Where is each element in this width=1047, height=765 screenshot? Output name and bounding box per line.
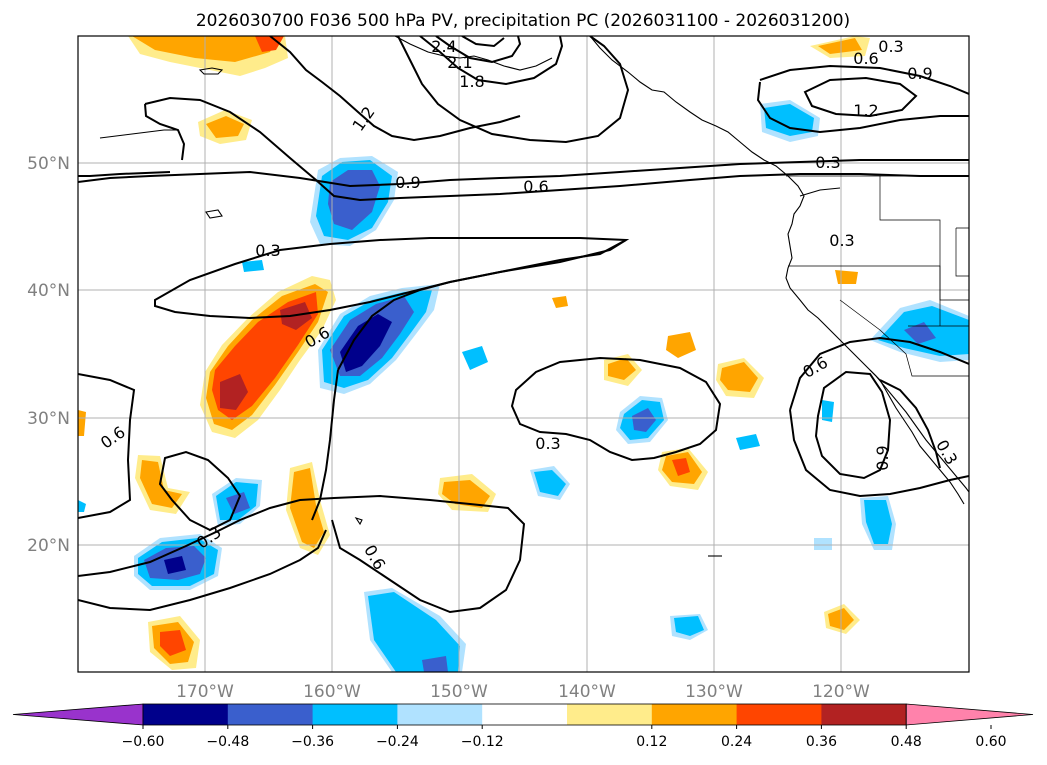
contour-label: 0.9 [907, 64, 932, 83]
figure-title: 2026030700 F036 500 hPa PV, precipitatio… [196, 11, 850, 31]
colorbar-segment [312, 704, 398, 725]
coastlines [99, 36, 969, 557]
lon-label: 130°W [685, 682, 743, 702]
colorbar-segment [397, 704, 483, 725]
contour-label: 0.9 [873, 445, 892, 470]
map-panel: 2.4 2.1 1.8 1.2 0.3 0.6 0.9 1.2 0.9 0.6 … [77, 35, 970, 673]
graticule [78, 36, 969, 672]
lat-label: 20°N [27, 536, 70, 556]
colorbar-extend-min [12, 703, 144, 726]
contour-label: 2.4 [431, 37, 456, 56]
lon-label: 140°W [558, 682, 616, 702]
contour-label: 0.3 [815, 153, 840, 172]
colorbar-segment [736, 704, 822, 725]
contour-label: 0.6 [523, 177, 548, 196]
latitude-labels: 50°N 40°N 30°N 20°N [27, 154, 70, 556]
colorbar-segment [482, 704, 568, 725]
colorbar-segment [567, 704, 653, 725]
contour-label: 2.1 [447, 53, 472, 72]
colorbar-segment [651, 704, 738, 725]
colorbar-tick-label: −0.12 [461, 734, 504, 750]
contour-label: 1.2 [853, 101, 878, 120]
colorbar: −0.60 −0.48 −0.36 −0.24 −0.12 0.12 0.24 0.36 0.4… [12, 703, 1034, 750]
contour-label: 0.3 [878, 37, 903, 56]
lon-label: 170°W [176, 682, 234, 702]
contour-label: 1.8 [459, 72, 484, 91]
lon-label: 120°W [812, 682, 870, 702]
colorbar-tick-label: −0.24 [376, 734, 419, 750]
pv-contour-labels: 2.4 2.1 1.8 1.2 0.3 0.6 0.9 1.2 0.9 0.6 … [97, 37, 961, 573]
colorbar-segment [143, 704, 229, 725]
colorbar-tick-label: 0.48 [891, 734, 922, 750]
colorbar-extend-max [905, 703, 1034, 726]
positive-precip-regions [78, 36, 870, 670]
contour-label: 0.6 [853, 49, 878, 68]
colorbar-frame [142, 703, 907, 726]
lat-label: 30°N [27, 409, 70, 429]
contour-label: 0.3 [535, 434, 560, 453]
colorbar-segment [227, 704, 314, 725]
colorbar-tick-label: −0.60 [122, 734, 165, 750]
colorbar-tick-label: 0.12 [636, 734, 667, 750]
contour-label: 0.3 [255, 241, 280, 260]
pv-contours [78, 36, 969, 614]
contour-label: 0.9 [395, 173, 420, 192]
longitude-labels: 170°W 160°W 150°W 140°W 130°W 120°W [176, 682, 870, 702]
lat-label: 40°N [27, 281, 70, 301]
contour-label: 0.3 [829, 231, 854, 250]
lon-label: 150°W [430, 682, 488, 702]
lat-label: 50°N [27, 154, 70, 174]
political-borders [786, 175, 969, 377]
colorbar-segment [821, 704, 907, 725]
colorbar-tick-label: −0.48 [206, 734, 249, 750]
colorbar-tick-label: 0.36 [806, 734, 837, 750]
colorbar-tick-label: 0.24 [721, 734, 752, 750]
precip-anomaly-shading [78, 36, 969, 672]
lon-label: 160°W [303, 682, 361, 702]
colorbar-tick-label: −0.36 [291, 734, 334, 750]
map-frame [77, 35, 970, 673]
colorbar-tick-label: 0.60 [975, 734, 1006, 750]
